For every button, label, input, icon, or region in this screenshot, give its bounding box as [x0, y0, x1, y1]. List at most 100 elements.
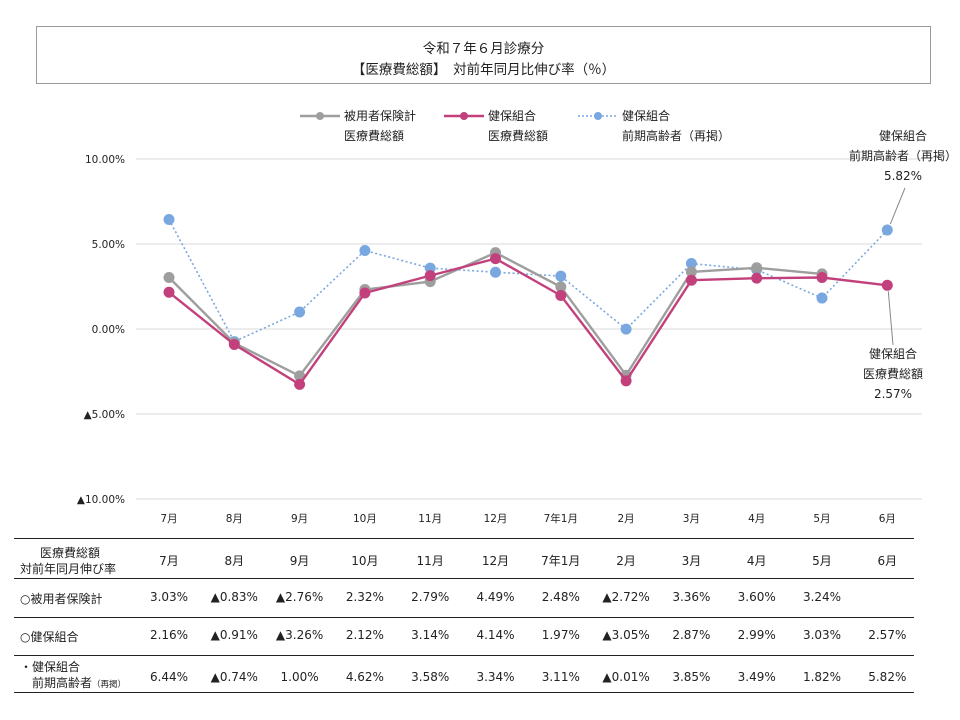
data-point-kenpo — [620, 375, 632, 387]
x-tick-label: 10月 — [353, 513, 377, 525]
callout-label-line1: 健保組合 — [878, 129, 927, 143]
legend-marker-kenpo — [444, 112, 484, 120]
callout-label-line1: 健保組合 — [868, 347, 917, 361]
y-tick-label: 10.00% — [85, 154, 125, 166]
data-point-kenpo — [163, 286, 175, 298]
series-line-kenpo — [168, 257, 888, 387]
y-tick-label: ▲10.00% — [77, 494, 125, 506]
row-label-line1: ・健保組合 — [20, 660, 81, 674]
table-header-month: 7年1月 — [541, 554, 581, 568]
table-cell: 3.49% — [737, 670, 776, 684]
table-cell: ▲3.26% — [275, 628, 324, 642]
data-point-kenpo — [751, 272, 763, 284]
table-header-row: 医療費総額 対前年同月伸び率 7月 8月 9月 10月 11月 12月 7年1月 2月 3月 4月… — [14, 544, 914, 578]
callout-value: 5.82% — [883, 169, 923, 183]
data-point-kenpo_elderly — [881, 224, 893, 236]
callout-kenpo-elderly: 健保組合 前期高齢者（再掲） 5.82% — [838, 126, 960, 186]
table-header-month: 2月 — [616, 554, 636, 568]
table-cell: 1.97% — [541, 628, 580, 642]
table-cell: 3.24% — [802, 590, 842, 604]
table-cell: 4.62% — [345, 670, 384, 684]
table-cell: 2.16% — [149, 628, 189, 642]
y-tick-label: ▲5.00% — [84, 409, 125, 421]
table-cell: ▲0.74% — [210, 670, 258, 684]
table-cell: 3.11% — [541, 670, 580, 684]
table-cell: 2.79% — [411, 590, 450, 604]
x-tick-label: 3月 — [683, 513, 700, 525]
table-cell: 2.12% — [345, 628, 384, 642]
table-row-kenpo: ○健保組合 2.16% ▲0.91% ▲3.26% 2.12% 3.14% 4.14% 1.… — [14, 628, 914, 652]
table-cell: 1.82% — [802, 670, 842, 684]
data-point-employee — [555, 281, 567, 293]
line-chart: 10.00% 5.00% 0.00% ▲5.00% ▲10.00% 7月 8月 9月 10月 11… — [77, 154, 922, 525]
x-tick-label: 12月 — [484, 513, 508, 525]
table-header-month: 8月 — [224, 554, 245, 568]
data-point-kenpo_elderly — [685, 258, 697, 270]
table-cell: 3.58% — [411, 670, 450, 684]
row-label-suffix: （再掲） — [92, 680, 127, 690]
row-label-line2: 前期高齢者 — [32, 676, 93, 690]
callout-kenpo: 健保組合 医療費総額 2.57% — [843, 344, 943, 404]
table-cell: 2.99% — [737, 628, 776, 642]
x-tick-label: 8月 — [226, 513, 243, 525]
legend-marker-employee — [300, 112, 340, 120]
table-cell: 3.36% — [672, 590, 711, 604]
table-cell: 4.14% — [476, 628, 515, 642]
legend-label-line1: 健保組合 — [488, 109, 537, 123]
chart-title: 令和７年６月診療分 — [422, 41, 545, 57]
row-label-line2-wrap: 前期高齢者（再掲） — [32, 674, 126, 691]
legend-label-line2: 前期高齢者（再掲） — [622, 129, 731, 143]
table-cell: 2.57% — [868, 628, 907, 642]
table-rule — [14, 655, 914, 656]
table-bottom-rule — [14, 692, 914, 693]
y-tick-label: 5.00% — [92, 239, 125, 251]
y-tick-label: 0.00% — [92, 324, 125, 336]
table-row-kenpo-elderly: ・健保組合 前期高齢者（再掲） 6.44% ▲0.74% 1.00% 4.62% 3.5… — [14, 658, 914, 692]
table-header-month: 9月 — [289, 554, 310, 568]
table-cell: 5.82% — [868, 670, 907, 684]
data-point-kenpo — [816, 271, 828, 283]
callout-leader-line — [889, 187, 906, 225]
data-point-kenpo_elderly — [816, 292, 828, 304]
table-top-rule — [14, 538, 914, 539]
callout-leader-line — [887, 291, 894, 346]
table-row-employee: ○被用者保険計 3.03% ▲0.83% ▲2.76% 2.32% 2.79% 4.49%… — [14, 590, 914, 614]
legend-label-line2: 医療費総額 — [488, 129, 549, 143]
callout-label-line2: 前期高齢者（再掲） — [848, 149, 957, 163]
series-line-kenpo_elderly — [168, 219, 888, 343]
table-header-month: 12月 — [481, 554, 510, 568]
x-tick-label: 7月 — [160, 513, 177, 525]
table-header-month: 10月 — [351, 554, 379, 568]
chart-title-box: 令和７年６月診療分 【医療費総額】 対前年同月比伸び率（％） — [36, 26, 931, 84]
table-cell: ▲2.72% — [602, 590, 650, 604]
table-header-label-line2: 対前年同月伸び率 — [20, 562, 117, 576]
table-cell: 3.03% — [802, 628, 842, 642]
row-label: ○健保組合 — [20, 630, 79, 644]
legend-label-line1: 被用者保険計 — [344, 109, 417, 123]
table-cell: 2.32% — [345, 590, 384, 604]
x-tick-label: 7年1月 — [544, 512, 578, 525]
data-point-employee — [163, 271, 175, 283]
table-cell: 3.60% — [737, 590, 776, 604]
table-cell: ▲2.76% — [275, 590, 324, 604]
x-tick-label: 11月 — [418, 513, 442, 525]
data-point-kenpo — [881, 279, 893, 291]
data-point-kenpo — [294, 378, 306, 390]
table-cell: 3.34% — [476, 670, 515, 684]
table-header-label-line1: 医療費総額 — [40, 546, 101, 560]
data-point-kenpo — [359, 287, 371, 299]
data-point-kenpo — [685, 274, 697, 286]
table-cell: 1.00% — [280, 670, 319, 684]
table-cell: 3.14% — [411, 628, 450, 642]
data-point-kenpo — [424, 270, 436, 282]
data-point-kenpo_elderly — [555, 270, 567, 282]
legend-marker-kenpo-elderly — [578, 112, 618, 120]
table-rule — [14, 617, 914, 618]
data-point-kenpo — [228, 338, 240, 350]
table-header-month: 7月 — [159, 554, 179, 568]
table-cell: ▲0.91% — [210, 628, 258, 642]
table-cell: 3.03% — [149, 590, 189, 604]
table-header-month: 6月 — [877, 554, 898, 568]
callout-label-line2: 医療費総額 — [862, 367, 923, 381]
table-header-month: 5月 — [812, 554, 832, 568]
